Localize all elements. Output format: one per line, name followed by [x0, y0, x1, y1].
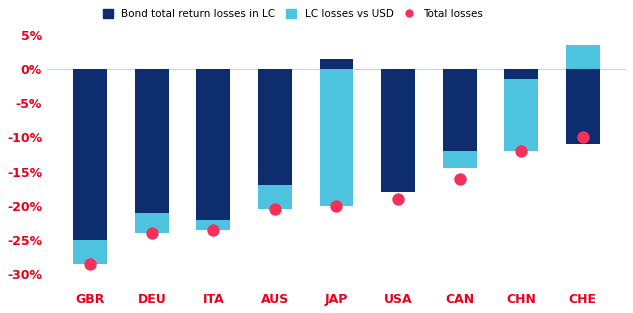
Bar — [381, 69, 415, 192]
Bar — [566, 45, 599, 69]
Point — [332, 203, 342, 208]
Point — [578, 135, 588, 140]
Bar — [442, 69, 477, 168]
Bar — [258, 69, 292, 209]
Bar — [73, 69, 107, 264]
Bar — [135, 69, 169, 233]
Bar — [566, 69, 599, 144]
Bar — [505, 69, 538, 151]
Point — [147, 231, 157, 236]
Point — [454, 176, 465, 181]
Bar — [320, 69, 353, 206]
Bar — [505, 69, 538, 79]
Point — [208, 228, 218, 233]
Point — [393, 197, 403, 202]
Point — [516, 149, 526, 154]
Bar — [135, 69, 169, 213]
Point — [270, 207, 280, 212]
Bar — [196, 69, 230, 230]
Bar — [73, 69, 107, 240]
Point — [85, 262, 95, 267]
Bar — [442, 69, 477, 151]
Legend: Bond total return losses in LC, LC losses vs USD, Total losses: Bond total return losses in LC, LC losse… — [99, 5, 487, 23]
Bar — [196, 69, 230, 220]
Bar — [258, 69, 292, 185]
Bar — [320, 59, 353, 69]
